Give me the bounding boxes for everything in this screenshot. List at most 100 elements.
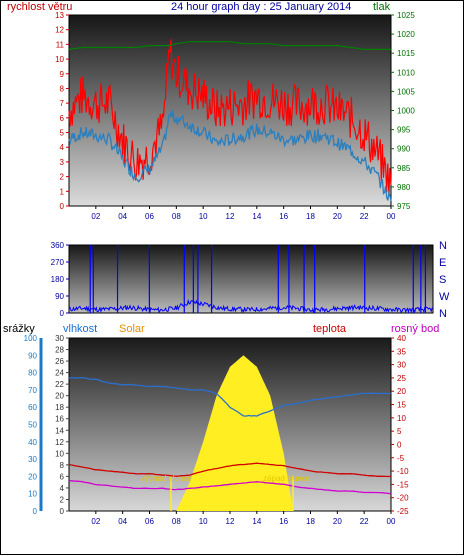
- wind-y-tick-label: 7: [60, 99, 65, 108]
- wind-y-tick-label: 11: [56, 40, 65, 49]
- wind-average-series: [68, 109, 392, 202]
- temperature-series: [68, 462, 392, 478]
- humidity-y-tick-label: 16: [55, 415, 64, 424]
- climate-x-tick-label: 08: [172, 517, 181, 526]
- compass-label: S: [439, 274, 446, 286]
- humidity-y-tick-label: 22: [55, 380, 64, 389]
- pressure-y-tick-label: 990: [397, 145, 411, 154]
- temperature-y-tick-label: 40: [397, 334, 406, 343]
- rain-y-tick-label: 50: [28, 421, 37, 430]
- temperature-y-tick-label: 30: [397, 361, 406, 370]
- humidity-y-tick-label: 8: [60, 461, 65, 470]
- direction-y-tick-label: 360: [51, 241, 65, 250]
- wind-x-tick-label: 10: [199, 212, 208, 221]
- rain-label: srážky: [3, 323, 35, 335]
- climate-x-tick-label: 06: [145, 517, 154, 526]
- rain-y-tick-label: 90: [28, 351, 37, 360]
- wind-y-tick-label: 13: [55, 11, 64, 20]
- wind-x-tick-label: 02: [91, 212, 100, 221]
- wind-speed-label: rychlost větru: [7, 1, 73, 13]
- climate-x-tick-label: 18: [306, 517, 315, 526]
- compass-label: N: [439, 240, 447, 252]
- wind-y-tick-label: 1: [60, 187, 65, 196]
- temperature-y-tick-label: 10: [397, 414, 406, 423]
- temperature-y-tick-label: -20: [397, 494, 409, 503]
- pressure-y-tick-label: 1020: [397, 30, 415, 39]
- humidity-series: [68, 376, 392, 417]
- humidity-y-tick-label: 30: [55, 334, 64, 343]
- temperature-y-tick-label: -25: [397, 507, 409, 516]
- sunrise-label: východ slunce: [141, 474, 192, 483]
- wind-x-tick-label: 08: [172, 212, 181, 221]
- direction-plot-area: [68, 244, 434, 314]
- wind-y-tick-label: 3: [60, 158, 65, 167]
- rain-y-tick-label: 0: [33, 507, 38, 516]
- wind-y-tick-label: 12: [55, 26, 64, 35]
- climate-x-tick-label: 12: [226, 517, 235, 526]
- humidity-label: vlhkost: [63, 323, 98, 335]
- temperature-y-tick-label: 35: [397, 347, 406, 356]
- dew-point-series: [68, 479, 392, 495]
- climate-x-tick-label: 02: [91, 517, 100, 526]
- humidity-y-tick-label: 20: [55, 392, 64, 401]
- humidity-y-tick-label: 10: [55, 449, 64, 458]
- wind-x-tick-label: 00: [387, 212, 396, 221]
- compass-label: W: [439, 291, 450, 303]
- wind-y-tick-label: 10: [55, 55, 64, 64]
- temperature-y-tick-label: 5: [397, 427, 402, 436]
- humidity-y-tick-label: 12: [55, 438, 64, 447]
- humidity-y-tick-label: 6: [60, 472, 65, 481]
- climate-x-tick-label: 22: [360, 517, 369, 526]
- wind-y-tick-label: 0: [60, 202, 65, 211]
- pressure-y-tick-label: 995: [397, 126, 411, 135]
- dew-point-label: rosný bod: [391, 323, 440, 335]
- direction-y-tick-label: 270: [51, 258, 65, 267]
- wind-x-tick-label: 14: [252, 212, 261, 221]
- wind-x-tick-label: 04: [118, 212, 127, 221]
- wind-x-tick-label: 16: [279, 212, 288, 221]
- climate-x-tick-label: 04: [118, 517, 127, 526]
- humidity-y-tick-label: 0: [60, 507, 65, 516]
- temperature-y-tick-label: 15: [397, 401, 406, 410]
- rain-y-tick-label: 10: [28, 490, 37, 499]
- direction-y-tick-label: 0: [60, 309, 65, 318]
- climate-x-tick-label: 16: [279, 517, 288, 526]
- pressure-y-tick-label: 1000: [397, 107, 415, 116]
- wind-y-tick-label: 8: [60, 84, 65, 93]
- compass-label: N: [439, 308, 447, 320]
- rain-y-tick-label: 30: [28, 455, 37, 464]
- direction-series: [68, 298, 434, 314]
- pressure-y-tick-label: 980: [397, 183, 411, 192]
- rain-y-tick-label: 60: [28, 403, 37, 412]
- pressure-y-tick-label: 1015: [397, 49, 415, 58]
- humidity-y-tick-label: 18: [55, 403, 64, 412]
- temperature-y-tick-label: -15: [397, 480, 409, 489]
- wind-y-tick-label: 2: [60, 173, 65, 182]
- humidity-y-tick-label: 4: [60, 484, 65, 493]
- rain-y-tick-label: 70: [28, 386, 37, 395]
- pressure-y-tick-label: 985: [397, 164, 411, 173]
- temperature-y-tick-label: 0: [397, 440, 402, 449]
- rain-y-tick-label: 80: [28, 369, 37, 378]
- humidity-y-tick-label: 2: [60, 495, 65, 504]
- pressure-y-tick-label: 1010: [397, 68, 415, 77]
- wind-x-tick-label: 12: [226, 212, 235, 221]
- pressure-series: [68, 41, 391, 50]
- page-title: 24 hour graph day : 25 January 2014: [171, 1, 352, 13]
- temperature-label: teplota: [313, 323, 347, 335]
- climate-x-tick-label: 00: [387, 517, 396, 526]
- pressure-y-tick-label: 1025: [397, 11, 415, 20]
- climate-x-tick-label: 14: [252, 517, 261, 526]
- temperature-y-tick-label: -5: [397, 454, 405, 463]
- rain-y-tick-label: 20: [28, 472, 37, 481]
- climate-x-tick-label: 20: [333, 517, 342, 526]
- compass-label: E: [439, 257, 446, 269]
- wind-y-tick-label: 6: [60, 114, 65, 123]
- temperature-y-tick-label: -10: [397, 467, 409, 476]
- solar-series: [176, 355, 294, 511]
- humidity-y-tick-label: 28: [55, 346, 64, 355]
- pressure-y-tick-label: 975: [397, 202, 411, 211]
- rain-y-tick-label: 40: [28, 438, 37, 447]
